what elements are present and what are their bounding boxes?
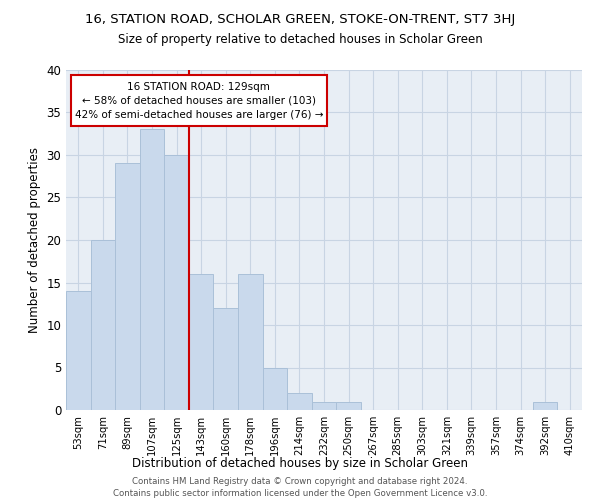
Bar <box>189 274 214 410</box>
Y-axis label: Number of detached properties: Number of detached properties <box>28 147 41 333</box>
Text: Distribution of detached houses by size in Scholar Green: Distribution of detached houses by size … <box>132 458 468 470</box>
Text: 16, STATION ROAD, SCHOLAR GREEN, STOKE-ON-TRENT, ST7 3HJ: 16, STATION ROAD, SCHOLAR GREEN, STOKE-O… <box>85 12 515 26</box>
Bar <box>66 291 91 410</box>
Bar <box>287 393 312 410</box>
Text: Size of property relative to detached houses in Scholar Green: Size of property relative to detached ho… <box>118 32 482 46</box>
FancyBboxPatch shape <box>71 75 326 126</box>
Bar <box>140 130 164 410</box>
Bar <box>214 308 238 410</box>
Bar <box>91 240 115 410</box>
Text: 16 STATION ROAD: 129sqm
← 58% of detached houses are smaller (103)
42% of semi-d: 16 STATION ROAD: 129sqm ← 58% of detache… <box>74 82 323 120</box>
Bar <box>336 402 361 410</box>
Bar <box>115 164 140 410</box>
Bar <box>312 402 336 410</box>
Text: Contains HM Land Registry data © Crown copyright and database right 2024.
Contai: Contains HM Land Registry data © Crown c… <box>113 476 487 498</box>
Bar <box>533 402 557 410</box>
Bar <box>238 274 263 410</box>
Bar <box>263 368 287 410</box>
Bar <box>164 155 189 410</box>
